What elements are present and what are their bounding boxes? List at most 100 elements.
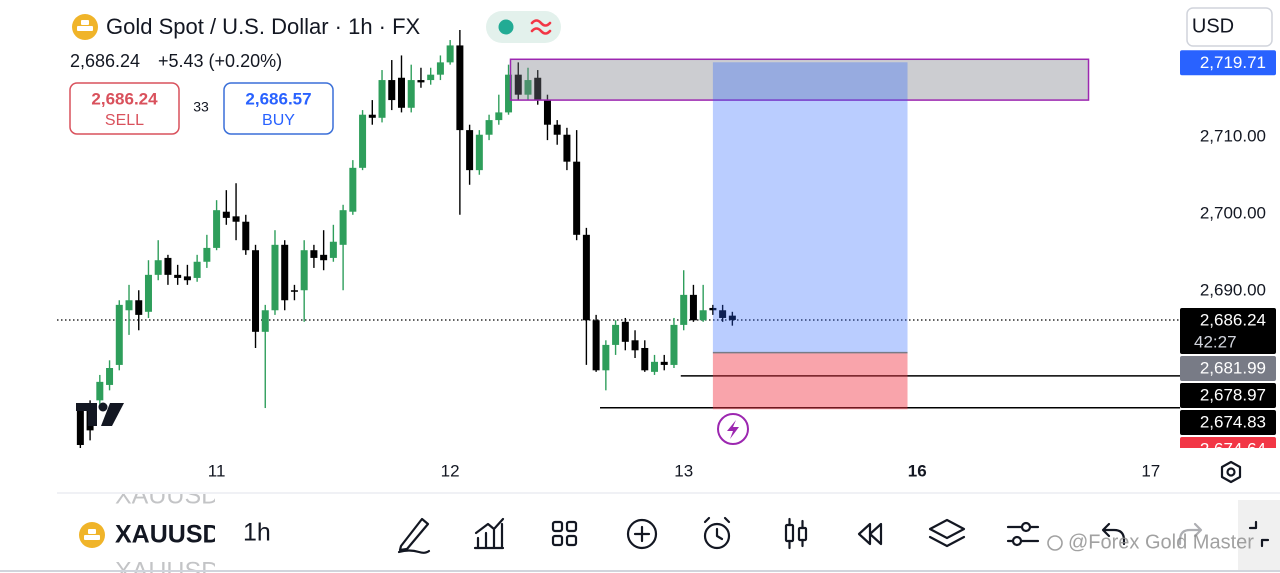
indicators-tool[interactable] (473, 517, 505, 550)
chart-type-tool[interactable] (784, 517, 808, 550)
candle-body (125, 300, 133, 311)
symbol-picker[interactable]: XAUUSD XAUUSD XAUUSD (79, 482, 221, 573)
candle-body (397, 77, 405, 108)
candle-body (514, 74, 522, 95)
price-label-box (1180, 355, 1276, 381)
draw-tool[interactable] (397, 517, 431, 554)
status-pill[interactable] (486, 11, 561, 43)
candle-body (573, 161, 581, 235)
x-tick-label: 13 (674, 461, 693, 480)
candle-body (407, 80, 415, 108)
candle-body (174, 274, 182, 278)
candle-body (290, 290, 298, 292)
buy-button[interactable]: 2,686.57 BUY (223, 82, 334, 135)
candle-body (543, 100, 551, 125)
candle-body (213, 210, 221, 248)
rectangle-drawing (509, 58, 1090, 101)
candle-body (154, 260, 162, 275)
candle-body (689, 294, 697, 321)
candle-body (436, 62, 444, 75)
candle-body (115, 304, 123, 365)
candle-body (193, 261, 201, 278)
candle-body (222, 211, 230, 218)
x-tick-label: 11 (208, 461, 226, 480)
candle-body (183, 276, 191, 281)
candle-body (495, 112, 503, 121)
symbol-ghost: XAUUSD (115, 558, 219, 573)
price-label-box (1180, 436, 1276, 448)
x-tick-label: 17 (1141, 461, 1160, 480)
candle-body (602, 344, 610, 371)
price-label: 2,674.64 (1200, 439, 1266, 458)
currency-button[interactable]: USD (1186, 7, 1273, 47)
candle-body (427, 74, 435, 81)
candle-body (281, 244, 289, 301)
objects-tool[interactable] (928, 518, 966, 548)
plot-area (57, 30, 1180, 448)
candle-body (232, 216, 240, 222)
x-tick-label: 12 (441, 461, 460, 480)
price-label-box (1180, 382, 1276, 408)
candle-body (368, 114, 376, 118)
sell-button[interactable]: 2,686.24 SELL (69, 82, 180, 135)
price-label-box (1180, 307, 1276, 354)
candle-body (524, 80, 532, 95)
price-label: 2,681.99 (1200, 358, 1266, 377)
buy-label: BUY (262, 112, 295, 129)
candle-body (446, 45, 454, 63)
candle-body (242, 221, 250, 251)
candle-body (76, 410, 84, 445)
settings-tool[interactable] (1006, 521, 1040, 547)
redo-tool[interactable] (1178, 522, 1203, 546)
candle-body (699, 310, 707, 321)
candle-body (534, 77, 542, 101)
y-tick-label: 2,690.00 (1200, 280, 1266, 299)
candle-body (417, 80, 425, 83)
candle-body (553, 124, 561, 135)
candle-body (466, 130, 474, 171)
candle-body (456, 45, 464, 131)
candle-body (612, 324, 620, 345)
candle-body (339, 210, 347, 245)
candle-body (641, 347, 649, 371)
last-price: 2,686.24 (70, 51, 140, 71)
price-label: 2,719.71 (1200, 53, 1266, 72)
add-tool[interactable] (626, 518, 658, 550)
candle-body (135, 300, 143, 315)
candle-body (563, 134, 571, 162)
candle-body (670, 324, 678, 365)
spread: 33 (193, 99, 209, 115)
countdown: 42:27 (1194, 332, 1237, 351)
buy-price: 2,686.57 (245, 89, 311, 108)
symbol-ghost: XAUUSD (115, 482, 219, 510)
candle-body (271, 244, 279, 311)
price-axis: 2,719.71 2,686.24 42:27 2,681.99 2,678.97 2,6… (1180, 50, 1276, 458)
more-tool[interactable] (1238, 500, 1280, 570)
price-label: 2,686.24 (1200, 310, 1266, 329)
candle-body (310, 250, 318, 258)
candle-body (719, 310, 727, 318)
interval[interactable]: 1h (243, 519, 271, 547)
candle-body (96, 381, 104, 401)
logo (76, 402, 124, 426)
candle-body (680, 294, 688, 325)
candle-body (359, 114, 367, 168)
candle-body (320, 254, 328, 261)
undo-tool[interactable] (1101, 522, 1126, 546)
candle-body (261, 310, 269, 332)
candle-body (388, 80, 396, 101)
event-marker[interactable] (717, 413, 749, 445)
replay-tool[interactable] (857, 522, 883, 546)
alert-tool[interactable] (703, 516, 731, 550)
candle-body (709, 307, 717, 311)
currency: USD (1192, 15, 1234, 37)
candle-body (329, 241, 337, 258)
position-stop-zone (712, 352, 908, 410)
layout-tool[interactable] (551, 520, 578, 547)
candle-body (475, 134, 483, 171)
candle-body (660, 361, 668, 365)
settings-icon[interactable] (1220, 460, 1242, 484)
candle-body (505, 74, 513, 113)
candle-body (349, 167, 357, 212)
